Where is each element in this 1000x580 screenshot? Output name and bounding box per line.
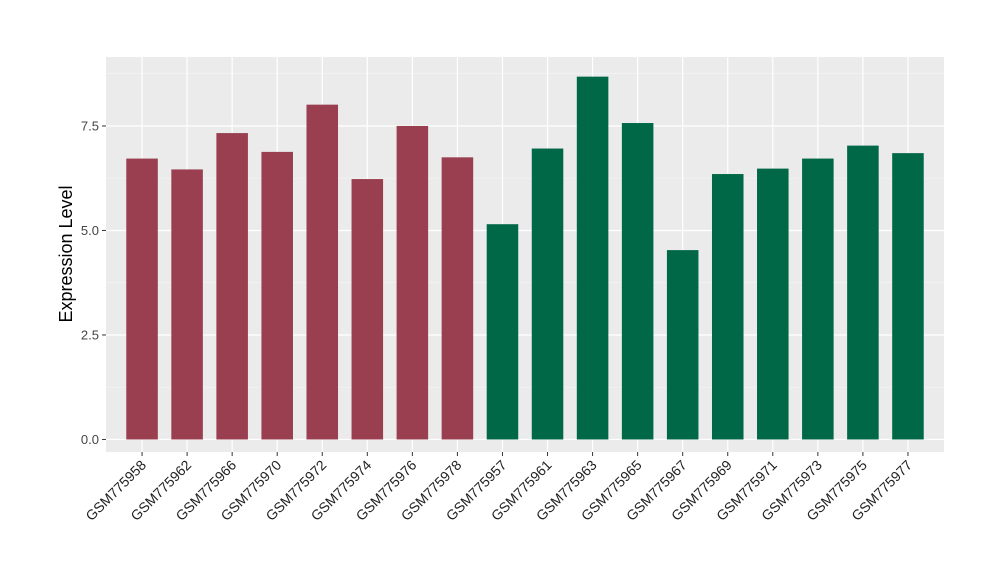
bar-GSM775978 xyxy=(441,157,474,440)
bar-GSM775961 xyxy=(531,148,564,440)
bar-GSM775975 xyxy=(847,145,879,440)
bar-GSM775958 xyxy=(126,158,158,440)
bar-GSM775963 xyxy=(576,76,609,440)
bar-GSM775965 xyxy=(621,123,654,440)
bars xyxy=(126,76,924,440)
bar-GSM775971 xyxy=(757,168,789,440)
bar-GSM775976 xyxy=(396,125,429,440)
bar-GSM775967 xyxy=(666,250,699,440)
bar-GSM775970 xyxy=(261,151,293,440)
y-axis-title: Expression Level xyxy=(56,185,76,322)
bar-GSM775974 xyxy=(351,179,384,440)
bar-GSM775972 xyxy=(306,104,339,440)
y-tick-label: 0.0 xyxy=(81,432,99,447)
bar-GSM775966 xyxy=(216,133,248,440)
bar-GSM775977 xyxy=(892,153,924,440)
bar-GSM775973 xyxy=(802,158,834,440)
bar-GSM775969 xyxy=(711,174,744,440)
bar-GSM775957 xyxy=(486,224,519,440)
y-axis: 0.0 2.5 5.0 7.5 xyxy=(81,118,106,447)
y-tick-label: 2.5 xyxy=(81,327,99,342)
y-tick-label: 7.5 xyxy=(81,118,99,133)
x-axis: GSM775958GSM775962GSM775966GSM775970GSM7… xyxy=(82,452,915,524)
y-tick-label: 5.0 xyxy=(81,223,99,238)
bar-GSM775962 xyxy=(171,169,203,440)
